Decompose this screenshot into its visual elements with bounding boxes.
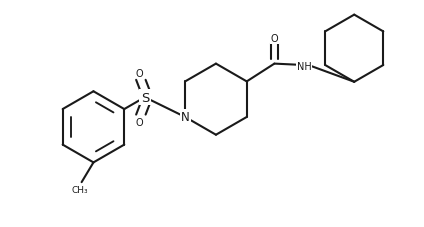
Text: O: O	[135, 117, 143, 127]
Text: N: N	[181, 111, 190, 124]
Text: O: O	[271, 34, 278, 44]
Text: O: O	[135, 68, 143, 78]
Text: NH: NH	[297, 61, 311, 71]
Text: CH₃: CH₃	[71, 185, 88, 195]
Text: S: S	[141, 91, 149, 104]
